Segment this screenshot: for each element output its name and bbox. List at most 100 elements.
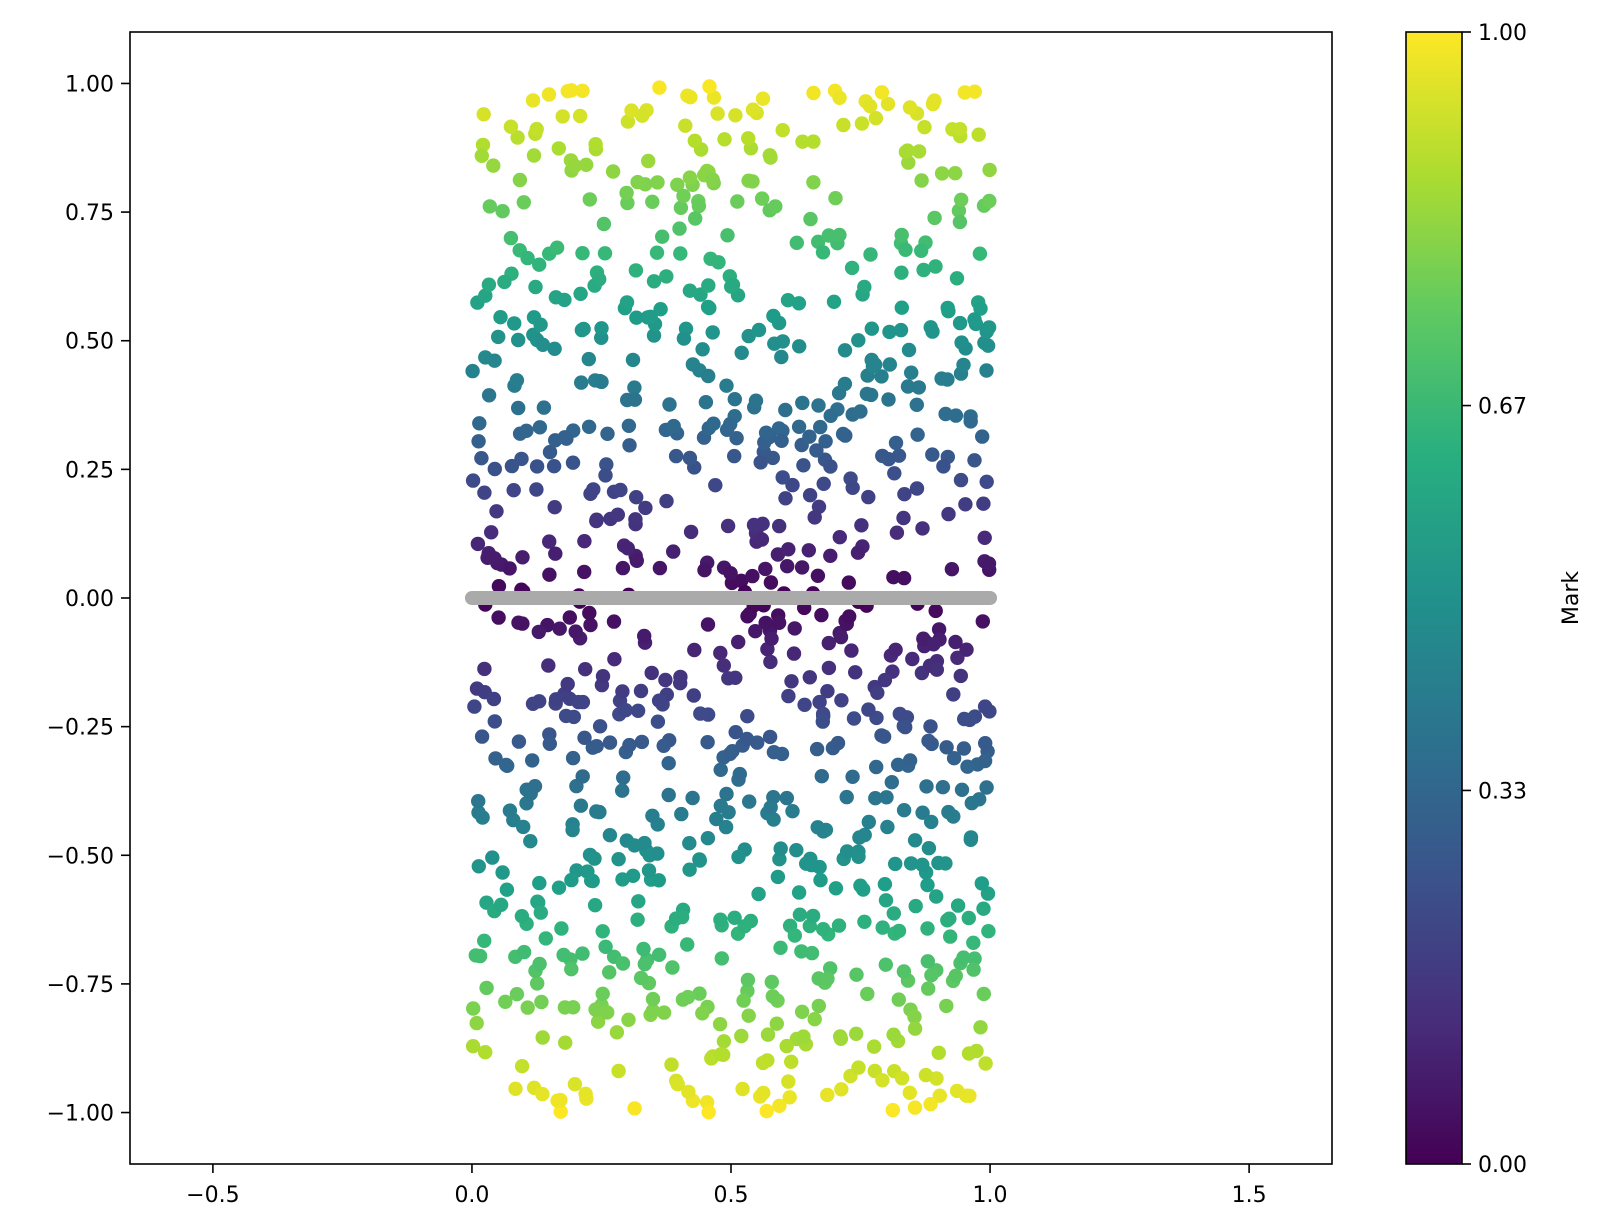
scatter-point [925,96,941,112]
scatter-point [621,418,637,433]
scatter-point [628,512,643,527]
scatter-point [918,1067,934,1083]
scatter-point [889,525,905,540]
scatter-point [802,670,817,685]
scatter-point [692,853,707,868]
y-tick-label: 1.00 [65,72,114,97]
scatter-point [595,924,610,939]
scatter-point [823,548,838,563]
scatter-point [898,719,913,735]
scatter-point [634,734,650,750]
scatter-point [820,684,835,699]
scatter-point [507,316,522,331]
scatter-point [751,322,767,338]
scatter-point [558,1035,573,1050]
scatter-point [849,1026,864,1042]
scatter-point [472,416,487,431]
scatter-point [558,708,574,724]
scatter-point [511,332,526,348]
scatter-point [758,561,773,577]
scatter-point [802,429,817,444]
scatter-point [977,699,993,714]
scatter-point [745,102,761,117]
scatter-point [716,1034,732,1049]
scatter-point [896,570,912,586]
scatter-point [821,660,837,676]
scatter-point [535,1030,550,1045]
scatter-point [967,312,982,327]
scatter-point [814,769,829,784]
scatter-point [784,1054,799,1070]
scatter-point [931,855,946,871]
scatter-point [649,245,665,260]
scatter-point [763,575,779,590]
scatter-point [861,702,876,717]
scatter-point [578,1086,593,1102]
scatter-point [602,735,618,750]
scatter-point [881,392,896,407]
scatter-point [643,309,658,325]
scatter-point [724,279,739,294]
scatter-point [682,862,697,877]
scatter-point [530,976,545,991]
scatter-point [562,610,577,625]
scatter-point [611,1063,626,1079]
scatter-point [792,907,808,922]
scatter-point [850,545,866,560]
scatter-point [625,352,641,368]
scatter-point [575,946,590,961]
scatter-point [659,269,674,284]
scatter-point [941,804,956,820]
colorbar-tick-label: 0.00 [1478,1153,1527,1178]
scatter-point [910,427,925,442]
scatter-point [498,994,513,1009]
scatter-point [740,609,755,624]
y-tick-label: −1.00 [47,1102,114,1127]
scatter-point [923,1097,938,1112]
scatter-point [645,991,661,1007]
scatter-point [754,532,770,547]
scatter-point [764,974,779,990]
colorbar-ticks: 0.00 0.33 0.67 1.00 [1462,21,1527,1178]
scatter-point [748,393,764,408]
y-tick-label: 0.75 [65,201,114,226]
scatter-point [979,474,994,489]
scatter-point [516,819,531,835]
scatter-point [981,556,997,571]
scatter-point [474,729,490,744]
scatter-point [896,803,912,818]
scatter-point [810,820,825,835]
scatter-point [921,981,936,996]
scatter-point [673,200,689,215]
scatter-point [478,350,493,365]
scatter-point [549,240,565,255]
scatter-point [487,461,502,477]
scatter-point [708,478,723,493]
scatter-point [785,477,800,493]
scatter-point [853,878,868,893]
scatter-point [514,1059,530,1074]
scatter-point [875,1073,890,1088]
scatter-point [791,419,807,434]
scatter-point [520,250,535,266]
scatter-point [973,301,988,316]
scatter-point [886,570,901,585]
scatter-point [946,751,962,766]
scatter-point [525,696,541,711]
scatter-point [794,560,810,575]
scatter-point [977,530,992,545]
scatter-point [754,191,770,206]
scatter-point [719,378,734,393]
scatter-point [470,536,486,552]
scatter-point [719,786,734,802]
scatter-point [719,422,735,437]
scatter-point [525,753,540,768]
scatter-point [548,692,564,707]
scatter-point [471,794,486,809]
scatter-point [583,617,598,633]
scatter-point [861,489,876,505]
scatter-point [682,450,698,466]
scatter-point [512,172,528,188]
scatter-point [874,728,889,743]
